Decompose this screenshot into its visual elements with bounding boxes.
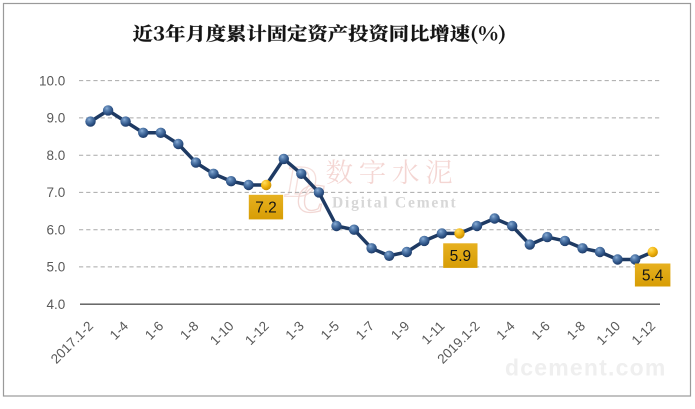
svg-text:5.4: 5.4 xyxy=(642,268,664,285)
svg-text:4.0: 4.0 xyxy=(47,297,66,312)
svg-text:10.0: 10.0 xyxy=(39,73,65,88)
svg-text:5.9: 5.9 xyxy=(450,248,472,265)
svg-text:9.0: 9.0 xyxy=(47,111,66,126)
svg-text:dcement.com: dcement.com xyxy=(505,355,666,381)
svg-text:7.0: 7.0 xyxy=(47,185,66,200)
svg-text:6.0: 6.0 xyxy=(47,223,66,238)
svg-text:8.0: 8.0 xyxy=(47,148,66,163)
svg-text:7.2: 7.2 xyxy=(255,200,277,217)
svg-text:5.0: 5.0 xyxy=(47,260,66,275)
svg-text:Digital Cement: Digital Cement xyxy=(332,195,458,212)
